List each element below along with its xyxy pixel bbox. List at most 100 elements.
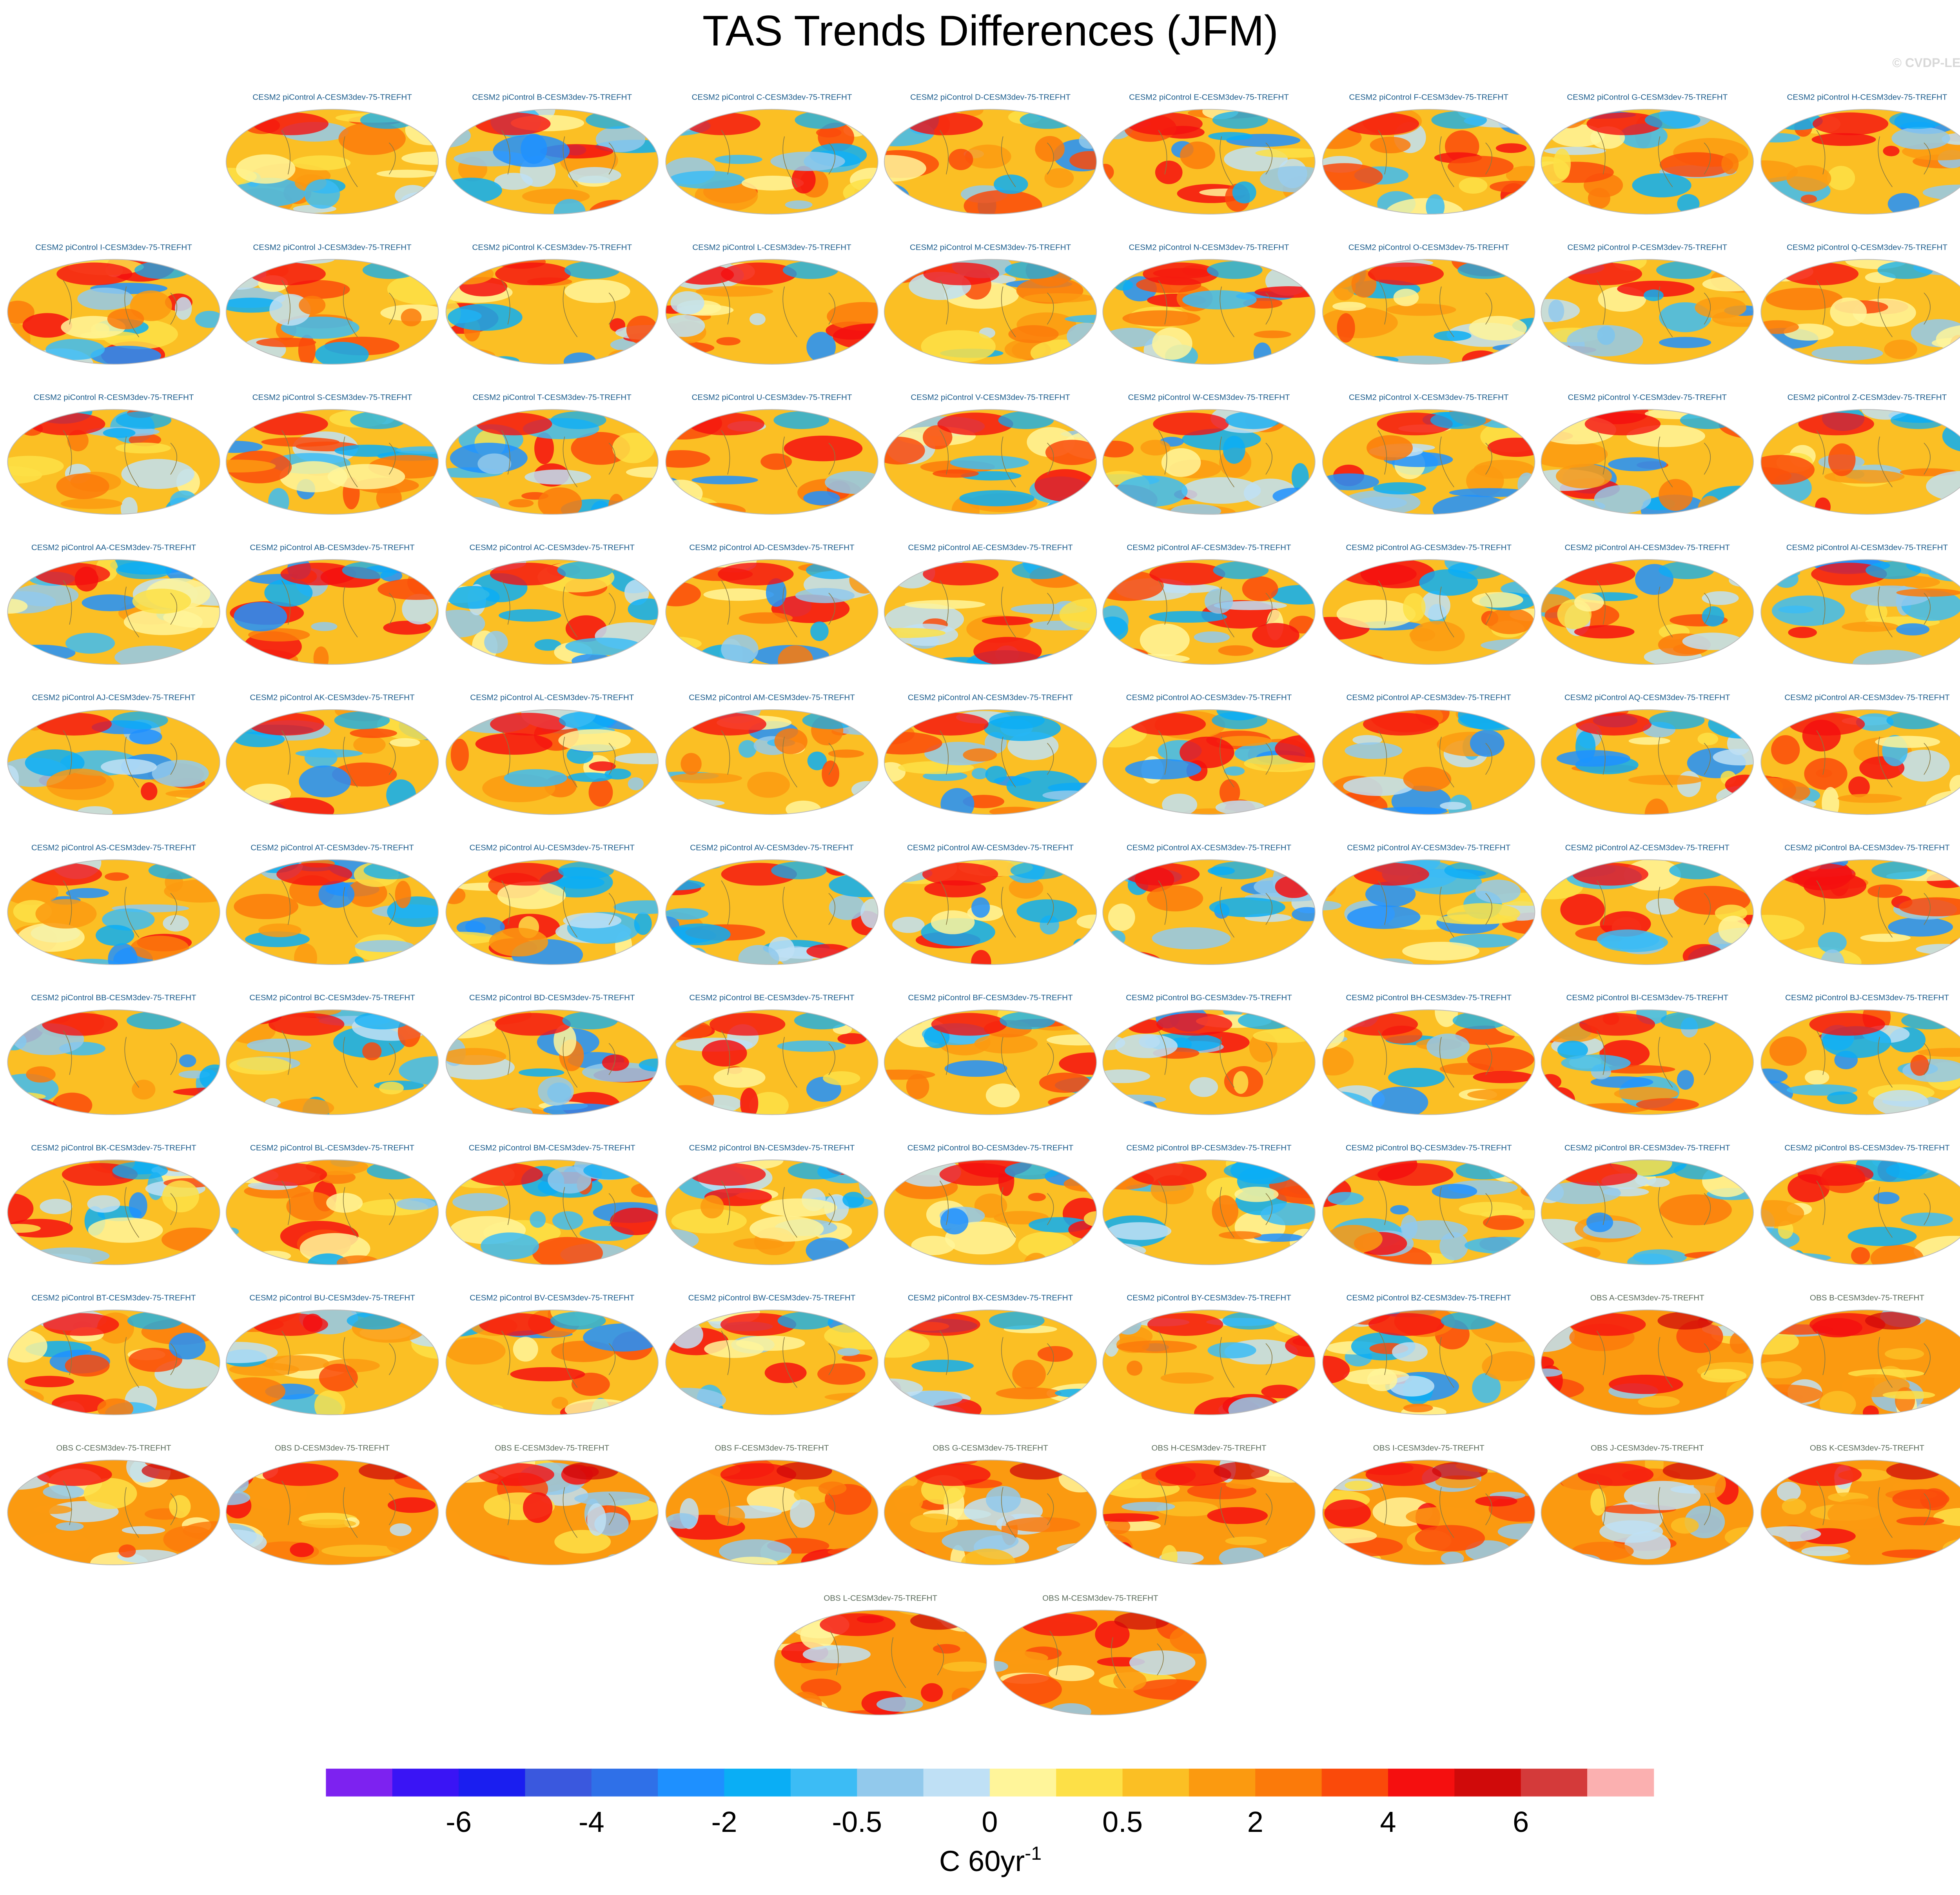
map-blob — [666, 799, 725, 807]
map-field — [1323, 1010, 1535, 1115]
map-blob — [1059, 1052, 1097, 1075]
map-blob — [554, 199, 586, 214]
map-blob — [612, 432, 655, 463]
map-blob — [1037, 1346, 1073, 1362]
map-blob — [770, 151, 845, 171]
colorbar-box — [1321, 1768, 1388, 1797]
map-blob — [1345, 1481, 1373, 1490]
map-blob — [1782, 1498, 1806, 1515]
map-field — [446, 1160, 658, 1265]
map-blob — [1328, 1092, 1345, 1103]
map-blob — [1152, 927, 1231, 950]
map-blob — [107, 309, 144, 329]
map-blob — [1774, 570, 1798, 588]
coastline — [721, 1180, 835, 1238]
map-blob — [1761, 259, 1805, 269]
map-blob — [1636, 1098, 1699, 1111]
map-blob — [921, 1683, 943, 1702]
map-blob — [1541, 1404, 1566, 1415]
map-blob — [1761, 455, 1815, 485]
map-blob — [1347, 905, 1421, 929]
coastline — [1816, 580, 1931, 638]
map-blob — [1682, 632, 1743, 650]
map-blob — [1323, 1047, 1354, 1076]
coastline — [1049, 1631, 1164, 1688]
map-blob — [226, 945, 236, 956]
map-blob — [1465, 1237, 1535, 1254]
map-blob — [608, 494, 624, 514]
map-panel — [225, 409, 439, 515]
map-blob — [1896, 1517, 1944, 1526]
coastline — [721, 280, 835, 338]
coastline — [1816, 1180, 1931, 1238]
map-blob — [1498, 353, 1519, 364]
map-blob — [83, 1478, 137, 1509]
map-field — [1323, 109, 1535, 214]
map-blob — [825, 471, 878, 494]
map-field — [226, 859, 439, 965]
map-blob — [1541, 1253, 1574, 1265]
map-blob — [307, 1253, 348, 1265]
map-blob — [738, 945, 779, 965]
map-blob — [394, 185, 430, 206]
map-panel — [445, 1309, 659, 1415]
coastline — [501, 880, 616, 938]
map-blob — [476, 412, 552, 436]
panel-title: OBS D-CESM3dev-75-TREFHT — [275, 1444, 390, 1453]
map-border — [1541, 709, 1754, 815]
map-blob — [1482, 1351, 1535, 1382]
map-field — [226, 1310, 439, 1415]
map-panel — [445, 709, 659, 815]
map-blob — [447, 586, 500, 609]
panel-title: CESM2 piControl BP-CESM3dev-75-TREFHT — [1126, 1143, 1292, 1152]
map-border — [445, 1459, 659, 1566]
map-blob — [985, 766, 1007, 783]
panel-title: OBS A-CESM3dev-75-TREFHT — [1590, 1294, 1704, 1303]
map-field — [1541, 1160, 1753, 1265]
map-blob — [931, 910, 975, 934]
map-blob — [1044, 168, 1074, 188]
map-blob — [112, 711, 168, 729]
map-blob — [1149, 563, 1225, 586]
map-blob — [359, 1462, 414, 1480]
map-blob — [817, 1363, 866, 1385]
map-blob — [1122, 310, 1201, 327]
map-blob — [670, 291, 704, 315]
map-blob — [1323, 307, 1398, 338]
map-blob — [1560, 894, 1605, 925]
map-blob — [1574, 593, 1604, 612]
map-field — [1541, 259, 1753, 364]
panel-title: CESM2 piControl T-CESM3dev-75-TREFHT — [473, 393, 632, 402]
map-panel — [7, 559, 220, 665]
map-blob — [510, 1367, 585, 1381]
map-blob — [1541, 359, 1582, 364]
map-blob — [1212, 111, 1268, 129]
panel-title: CESM2 piControl BZ-CESM3dev-75-TREFHT — [1347, 1294, 1512, 1303]
map-blob — [944, 1060, 1007, 1077]
map-field — [226, 259, 439, 364]
map-field — [1103, 109, 1315, 214]
map-blob — [130, 936, 189, 960]
map-blob — [666, 356, 703, 364]
map-blob — [1216, 736, 1272, 747]
map-blob — [236, 154, 296, 184]
map-blob — [563, 1462, 619, 1480]
map-field — [884, 859, 1097, 965]
map-blob — [42, 1013, 118, 1036]
map-panel — [1760, 1459, 1960, 1566]
map-blob — [703, 588, 774, 601]
coastline — [1378, 1030, 1492, 1088]
map-blob — [96, 925, 134, 946]
map-blob — [1449, 488, 1530, 497]
map-blob — [1769, 1036, 1807, 1066]
map-blob — [1253, 1028, 1315, 1043]
map-blob — [904, 1313, 980, 1336]
map-blob — [1495, 143, 1527, 153]
map-blob — [45, 339, 105, 360]
map-blob — [65, 632, 115, 654]
map-field — [446, 1010, 658, 1115]
map-blob — [784, 436, 863, 461]
map-blob — [1470, 730, 1504, 757]
map-border — [225, 559, 439, 665]
map-field — [1103, 859, 1315, 965]
